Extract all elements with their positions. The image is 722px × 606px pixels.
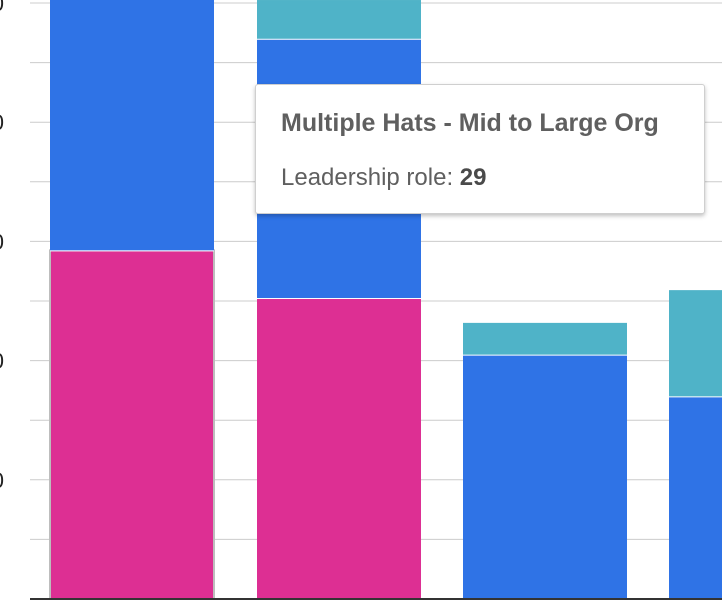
bar-segment[interactable] xyxy=(463,354,627,599)
y-tick-label: 0 xyxy=(0,468,4,493)
bar-segment[interactable] xyxy=(50,0,214,251)
bar-segment[interactable] xyxy=(257,0,421,39)
y-axis-ticks: 0 0 0 0 0 xyxy=(0,0,4,493)
bar-segment[interactable] xyxy=(49,249,215,600)
tooltip-value: 29 xyxy=(459,164,487,191)
tooltip-line: Leadership role: 29 xyxy=(281,164,486,192)
y-tick-label: 0 xyxy=(0,0,4,16)
tooltip: Multiple Hats - Mid to Large Org Leaders… xyxy=(255,84,705,214)
bar-segment[interactable] xyxy=(463,321,627,355)
y-tick-label: 0 xyxy=(0,110,4,135)
y-tick-label: 0 xyxy=(0,349,4,374)
bar-segment[interactable] xyxy=(669,396,722,599)
tooltip-label: Leadership role: xyxy=(281,164,460,191)
bar-segment[interactable] xyxy=(669,289,722,397)
y-tick-label: 0 xyxy=(0,229,4,254)
bar-segment[interactable] xyxy=(257,298,421,599)
tooltip-title: Multiple Hats - Mid to Large Org xyxy=(281,109,659,137)
